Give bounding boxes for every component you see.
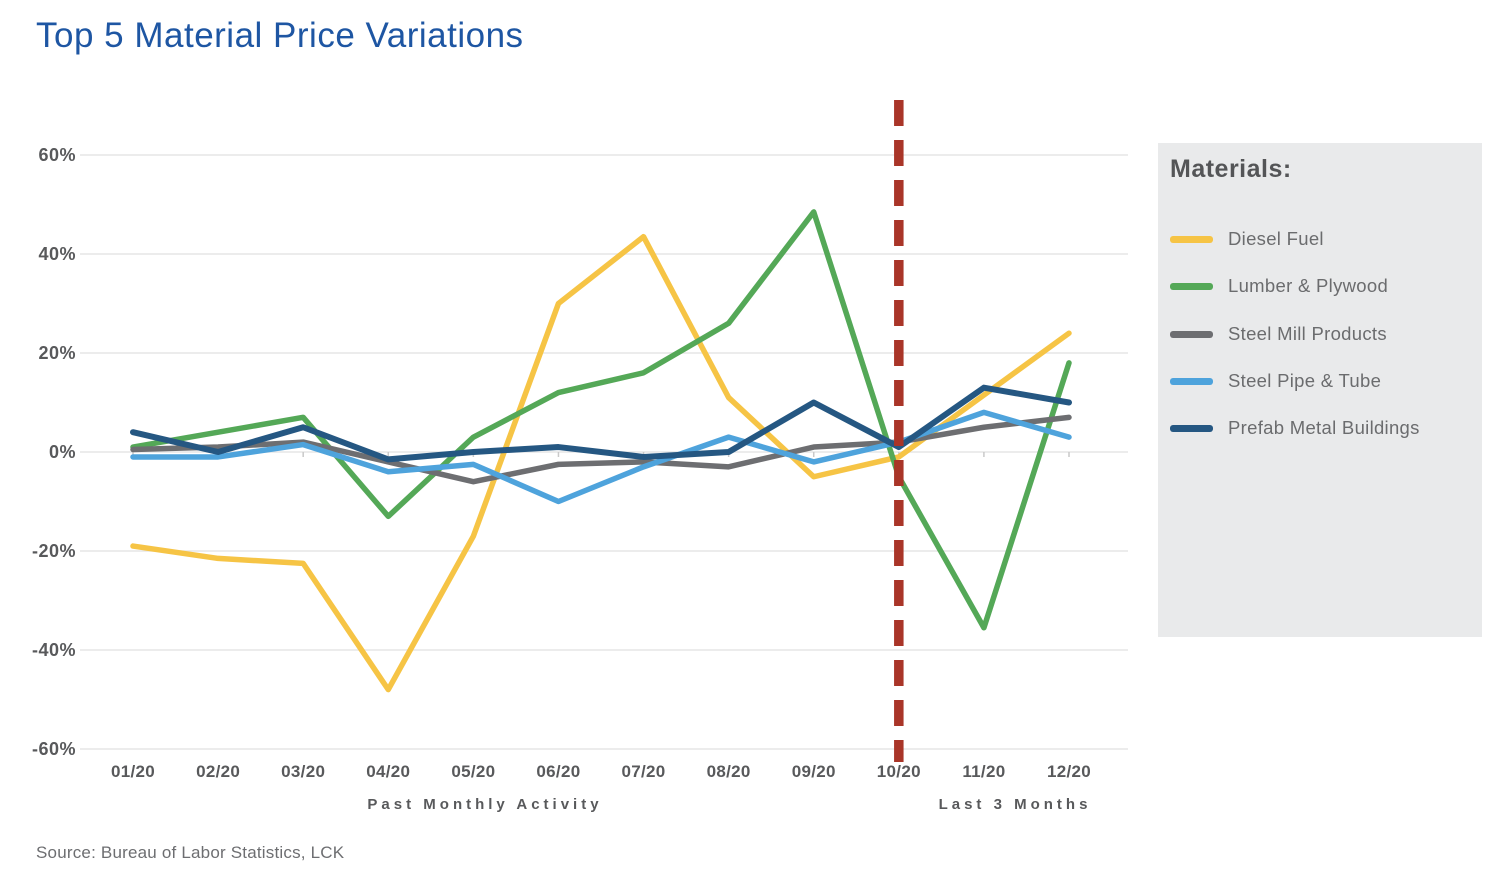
legend-item-steel-mill-products: Steel Mill Products [1158,323,1482,345]
x-tick-label-08-20: 08/20 [707,762,751,781]
line-lumber-plywood [130,209,1072,631]
line-prefab-metal-buildings [130,384,1072,463]
legend-item-diesel-fuel: Diesel Fuel [1158,228,1482,250]
legend-label: Prefab Metal Buildings [1228,417,1420,439]
legend-label: Lumber & Plywood [1228,275,1389,297]
page-title: Top 5 Material Price Variations [36,16,524,55]
legend-item-steel-pipe-tube: Steel Pipe & Tube [1158,370,1482,392]
x-tick-label-05-20: 05/20 [451,762,495,781]
x-tick-label-11-20: 11/20 [962,762,1005,781]
legend-label: Steel Pipe & Tube [1228,369,1382,391]
axis-caption-past-monthly-activity: Past Monthly Activity [367,796,603,813]
legend-swatch-prefab-metal-buildings [1170,425,1213,433]
line-diesel-fuel [130,233,1072,693]
legend-title: Materials: [1170,155,1292,183]
x-tick-label-07-20: 07/20 [622,762,666,781]
x-tick-label-12-20: 12/20 [1047,762,1091,781]
legend-item-lumber-plywood: Lumber & Plywood [1158,275,1482,297]
x-tick-label-04-20: 04/20 [366,762,410,781]
y-tick-label-20: 20% [38,343,76,363]
price-variation-chart: 60% 40% 20% 0% -20% -40% -60% 01/20 02/20 03/20 04… [32,100,1128,813]
x-tick-label-06-20: 06/20 [536,762,580,781]
legend-swatch-lumber-plywood [1170,283,1213,291]
x-tick-label-10-20: 10/20 [877,762,921,781]
axis-caption-last-3-months: Last 3 Months [938,796,1092,813]
legend-label: Diesel Fuel [1228,228,1324,249]
source-citation: Source: Bureau of Labor Statistics, LCK [36,843,345,862]
legend-swatch-diesel-fuel [1170,236,1213,243]
legend-swatch-steel-pipe-tube [1170,377,1213,385]
x-tick-label-01-20: 01/20 [111,762,155,781]
y-tick-label--60: -60% [32,739,76,759]
x-tick-label-02-20: 02/20 [196,762,240,781]
y-tick-label--20: -20% [32,541,76,561]
legend-swatch-steel-mill-products [1170,330,1213,338]
x-tick-label-03-20: 03/20 [281,762,325,781]
legend-item-prefab-metal-buildings: Prefab Metal Buildings [1158,417,1482,439]
materials-legend: Materials: Diesel Fuel Lumber & Plywood St… [1158,143,1482,637]
legend-label: Steel Mill Products [1228,322,1387,344]
x-tick-label-09-20: 09/20 [792,762,836,781]
y-tick-label-60: 60% [38,145,76,165]
chart-canvas: 60% 40% 20% 0% -20% -40% -60% 01/20 02/20 03/20 04… [32,100,1128,781]
y-tick-label--40: -40% [32,640,76,660]
y-tick-label-0: 0% [49,442,76,462]
y-tick-label-40: 40% [38,244,76,264]
